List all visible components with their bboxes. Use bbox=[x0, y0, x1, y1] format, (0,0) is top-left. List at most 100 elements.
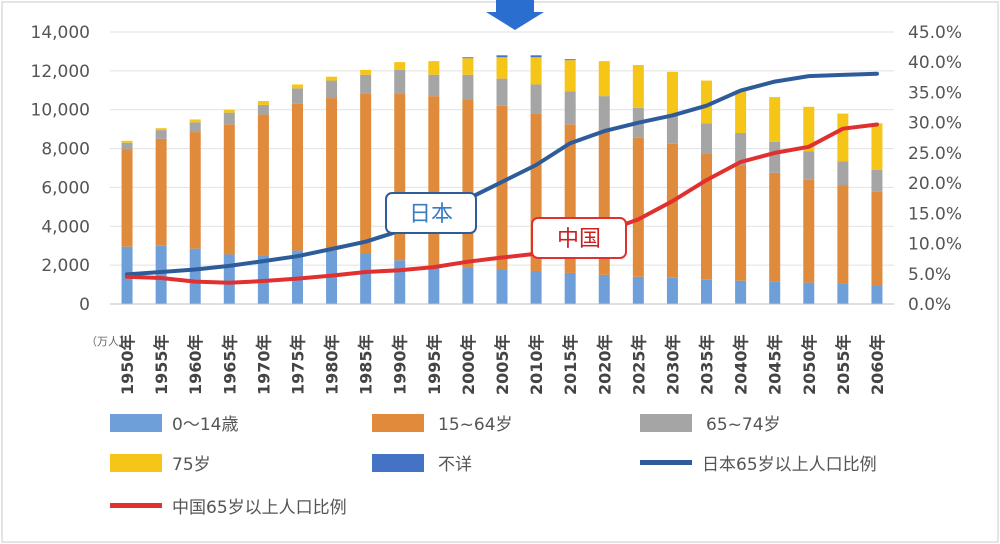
y-left-tick-label: 2,000 bbox=[41, 256, 90, 276]
bar-segment bbox=[189, 248, 201, 304]
x-tick-label: 1980年 bbox=[323, 334, 342, 395]
bar-segment bbox=[530, 57, 542, 85]
china-callout-label: 中国 bbox=[557, 227, 601, 252]
bar-segment bbox=[223, 112, 235, 125]
legend-label-old65: 65~74岁 bbox=[706, 415, 781, 435]
bar-segment bbox=[428, 96, 440, 266]
y-unit-label: （万人） bbox=[86, 335, 130, 348]
legend: 0～14歳 15~64岁 65~74岁 75岁 不详 日本65岁以上人口比例 中… bbox=[110, 414, 877, 518]
bar-segment bbox=[496, 57, 508, 79]
bar-segment bbox=[121, 140, 133, 143]
down-arrow-icon bbox=[486, 0, 544, 30]
bar-segment bbox=[803, 282, 815, 304]
y-right-tick-label: 5.0% bbox=[908, 265, 951, 285]
bar-segment bbox=[394, 93, 406, 261]
y-right-tick-label: 35.0% bbox=[908, 83, 962, 103]
bar-segment bbox=[632, 65, 644, 108]
bar-segment bbox=[564, 124, 576, 273]
bar-segment bbox=[837, 161, 849, 186]
bar-segment bbox=[803, 106, 815, 152]
bar-segment bbox=[462, 74, 474, 100]
bar-segment bbox=[735, 165, 747, 281]
x-tick-label: 1965年 bbox=[220, 334, 239, 395]
x-tick-label: 2035年 bbox=[698, 334, 717, 395]
bar-segment bbox=[360, 69, 372, 75]
bar-segment bbox=[564, 272, 576, 304]
japan-callout: 日本 bbox=[385, 192, 477, 234]
x-tick-label: 1995年 bbox=[425, 334, 444, 395]
bar-segment bbox=[428, 61, 440, 75]
ratio-line bbox=[125, 71, 879, 277]
y-right-tick-label: 25.0% bbox=[908, 144, 962, 164]
x-tick-label: 1950年 bbox=[118, 334, 137, 395]
bar-segment bbox=[223, 109, 235, 113]
bar-segment bbox=[564, 59, 576, 61]
x-tick-label: 1970年 bbox=[254, 334, 273, 395]
legend-label-unknown: 不详 bbox=[438, 455, 472, 475]
bar-segment bbox=[394, 62, 406, 70]
bar-segment bbox=[496, 270, 508, 304]
bar-segment bbox=[735, 280, 747, 304]
bar-segment bbox=[496, 105, 508, 270]
x-tick-label: 1975年 bbox=[288, 334, 307, 395]
x-tick-label: 1990年 bbox=[391, 334, 410, 395]
legend-swatch-japan-line bbox=[640, 460, 692, 465]
bar-series bbox=[121, 55, 883, 304]
x-tick-label: 2000年 bbox=[459, 334, 478, 395]
japan-callout-box bbox=[385, 192, 477, 234]
bar-segment bbox=[155, 130, 167, 139]
legend-label-young: 0～14歳 bbox=[172, 415, 238, 435]
china-callout: 中国 bbox=[531, 217, 627, 259]
x-tick-label: 2030年 bbox=[663, 334, 682, 395]
bar-segment bbox=[769, 172, 781, 282]
bar-segment bbox=[223, 124, 235, 255]
bar-segment bbox=[326, 76, 338, 81]
bar-segment bbox=[394, 260, 406, 304]
bar-segment bbox=[257, 114, 269, 256]
bar-segment bbox=[530, 270, 542, 304]
x-tick-label: 2010年 bbox=[527, 334, 546, 395]
bar-segment bbox=[462, 58, 474, 75]
legend-swatch-young bbox=[110, 414, 162, 432]
y-left-tick-label: 14,000 bbox=[31, 23, 90, 43]
x-tick-label: 2025年 bbox=[629, 334, 648, 395]
bar-segment bbox=[291, 88, 303, 104]
bar-segment bbox=[598, 130, 610, 275]
legend-swatch-old75 bbox=[110, 454, 162, 472]
bar-segment bbox=[598, 96, 610, 131]
y-right-tick-label: 30.0% bbox=[908, 114, 962, 134]
legend-label-japan-line: 日本65岁以上人口比例 bbox=[702, 455, 877, 475]
y-left-tick-label: 8,000 bbox=[41, 140, 90, 160]
bar-segment bbox=[871, 285, 883, 304]
bar-segment bbox=[428, 74, 440, 97]
x-tick-label: 2015年 bbox=[561, 334, 580, 395]
x-tick-label: 1960年 bbox=[186, 334, 205, 395]
legend-label-china-line: 中国65岁以上人口比例 bbox=[172, 498, 347, 518]
bar-segment bbox=[803, 179, 815, 283]
bar-segment bbox=[701, 153, 713, 280]
bar-segment bbox=[735, 133, 747, 166]
bar-segment bbox=[462, 57, 474, 59]
legend-label-working: 15~64岁 bbox=[438, 415, 513, 435]
y-left-tick-label: 12,000 bbox=[31, 62, 90, 82]
x-tick-label: 2060年 bbox=[868, 334, 887, 395]
bar-segment bbox=[598, 274, 610, 304]
bar-segment bbox=[291, 84, 303, 89]
ratio-line bbox=[125, 122, 879, 285]
bar-segment bbox=[769, 141, 781, 173]
y-right-tick-label: 45.0% bbox=[908, 23, 962, 43]
bar-segment bbox=[837, 283, 849, 304]
bar-segment bbox=[360, 253, 372, 304]
bar-segment bbox=[189, 122, 201, 133]
bar-segment bbox=[632, 137, 644, 277]
y-right-tick-label: 10.0% bbox=[908, 235, 962, 255]
x-tick-label: 2040年 bbox=[732, 334, 751, 395]
bar-segment bbox=[598, 61, 610, 97]
bar-segment bbox=[769, 97, 781, 142]
y-left-tick-label: 10,000 bbox=[31, 101, 90, 121]
legend-swatch-unknown bbox=[372, 454, 424, 472]
bar-segment bbox=[155, 128, 167, 131]
line-series bbox=[125, 71, 879, 285]
y-right-tick-label: 20.0% bbox=[908, 174, 962, 194]
bar-segment bbox=[189, 132, 201, 249]
